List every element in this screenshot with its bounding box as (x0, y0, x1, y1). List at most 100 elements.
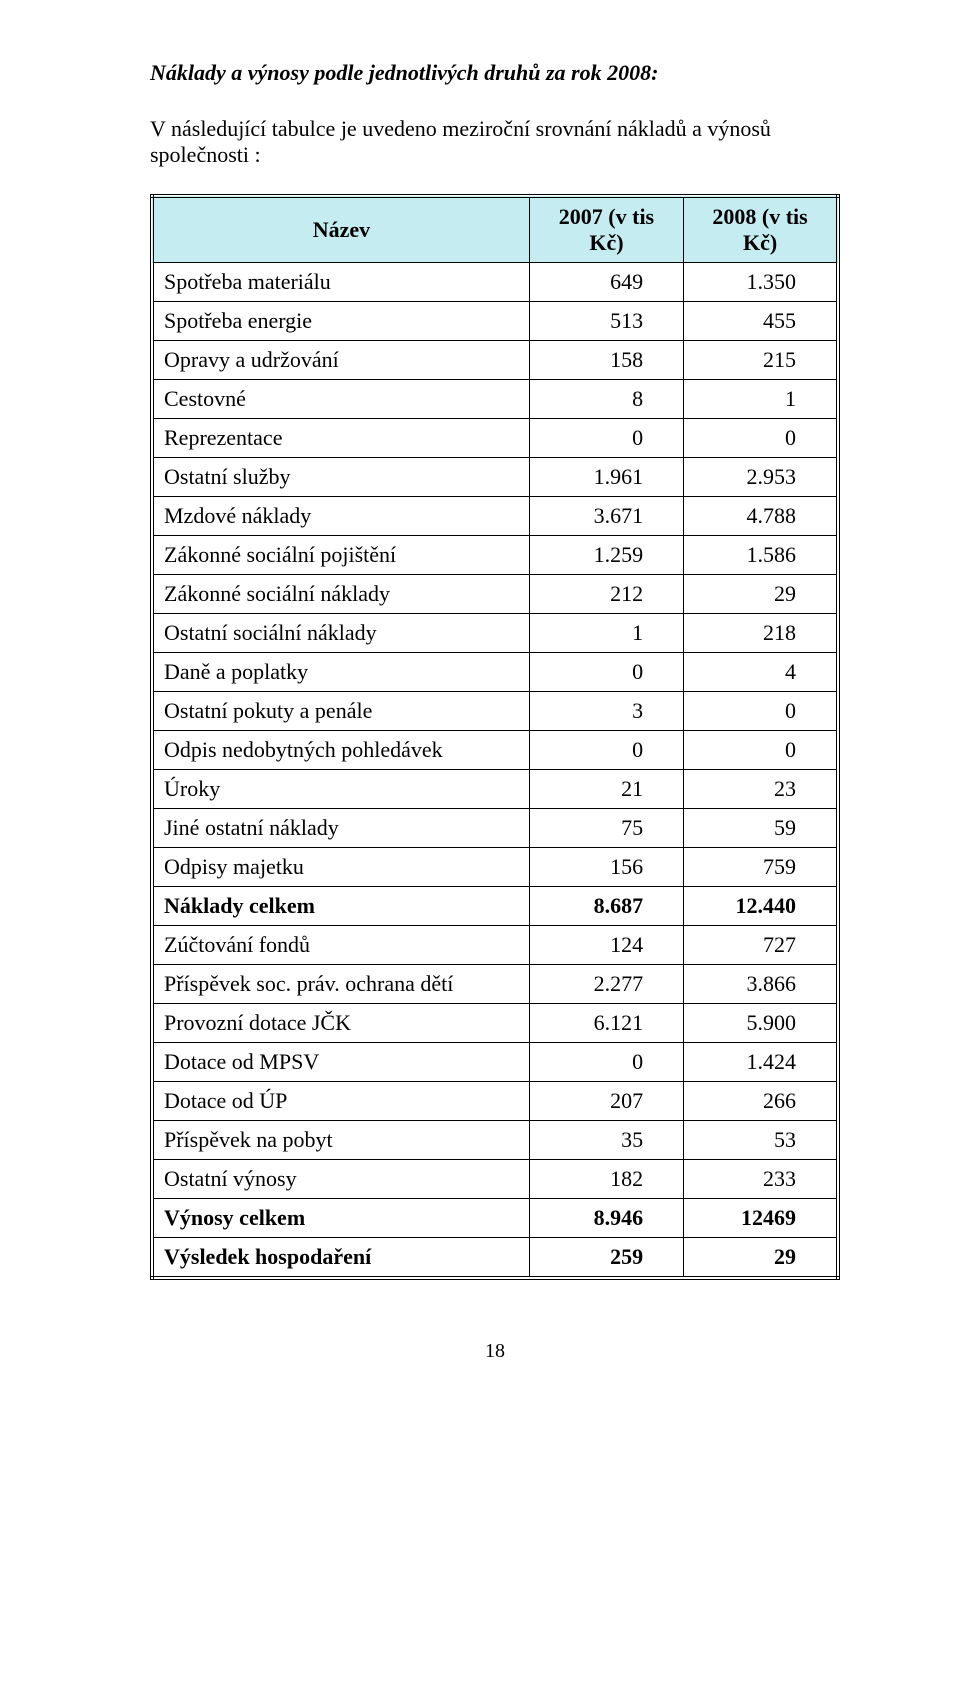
table-row: Dotace od ÚP207266 (152, 1082, 838, 1121)
table-row: Ostatní služby1.9612.953 (152, 458, 838, 497)
row-val-2007: 0 (529, 653, 683, 692)
row-label: Odpis nedobytných pohledávek (152, 731, 529, 770)
row-val-2008: 727 (684, 926, 838, 965)
row-label: Úroky (152, 770, 529, 809)
row-label: Náklady celkem (152, 887, 529, 926)
row-label: Jiné ostatní náklady (152, 809, 529, 848)
table-row: Opravy a udržování158215 (152, 341, 838, 380)
table-row: Ostatní výnosy182233 (152, 1160, 838, 1199)
row-val-2007: 207 (529, 1082, 683, 1121)
row-val-2008: 29 (684, 575, 838, 614)
col-header-2007: 2007 (v tis Kč) (529, 196, 683, 263)
row-label: Opravy a udržování (152, 341, 529, 380)
row-val-2008: 3.866 (684, 965, 838, 1004)
row-val-2008: 0 (684, 692, 838, 731)
row-label: Výsledek hospodaření (152, 1238, 529, 1279)
row-val-2007: 0 (529, 419, 683, 458)
row-val-2008: 1 (684, 380, 838, 419)
row-val-2007: 35 (529, 1121, 683, 1160)
table-row: Ostatní pokuty a penále30 (152, 692, 838, 731)
row-val-2007: 182 (529, 1160, 683, 1199)
row-val-2007: 0 (529, 1043, 683, 1082)
row-val-2008: 218 (684, 614, 838, 653)
row-val-2007: 124 (529, 926, 683, 965)
row-val-2007: 259 (529, 1238, 683, 1279)
row-label: Reprezentace (152, 419, 529, 458)
section-title: Náklady a výnosy podle jednotlivých druh… (150, 60, 840, 86)
row-val-2008: 215 (684, 341, 838, 380)
row-val-2007: 156 (529, 848, 683, 887)
table-row: Úroky2123 (152, 770, 838, 809)
row-val-2008: 759 (684, 848, 838, 887)
row-val-2008: 1.586 (684, 536, 838, 575)
table-row: Zákonné sociální pojištění1.2591.586 (152, 536, 838, 575)
row-label: Zákonné sociální pojištění (152, 536, 529, 575)
row-label: Spotřeba materiálu (152, 263, 529, 302)
row-val-2008: 59 (684, 809, 838, 848)
row-val-2007: 513 (529, 302, 683, 341)
table-row: Výsledek hospodaření25929 (152, 1238, 838, 1279)
table-body: Spotřeba materiálu6491.350Spotřeba energ… (152, 263, 838, 1279)
table-row: Reprezentace00 (152, 419, 838, 458)
row-val-2008: 23 (684, 770, 838, 809)
table-row: Mzdové náklady3.6714.788 (152, 497, 838, 536)
row-val-2008: 1.424 (684, 1043, 838, 1082)
row-label: Odpisy majetku (152, 848, 529, 887)
row-val-2008: 53 (684, 1121, 838, 1160)
row-val-2007: 8.946 (529, 1199, 683, 1238)
intro-text: V následující tabulce je uvedeno meziroč… (150, 116, 840, 168)
table-row: Výnosy celkem8.94612469 (152, 1199, 838, 1238)
row-val-2008: 4.788 (684, 497, 838, 536)
row-val-2007: 3.671 (529, 497, 683, 536)
row-val-2008: 1.350 (684, 263, 838, 302)
row-val-2008: 455 (684, 302, 838, 341)
table-row: Spotřeba materiálu6491.350 (152, 263, 838, 302)
row-label: Zákonné sociální náklady (152, 575, 529, 614)
row-val-2007: 21 (529, 770, 683, 809)
row-label: Ostatní sociální náklady (152, 614, 529, 653)
row-label: Příspěvek na pobyt (152, 1121, 529, 1160)
row-val-2008: 29 (684, 1238, 838, 1279)
table-row: Náklady celkem8.68712.440 (152, 887, 838, 926)
table-row: Odpisy majetku156759 (152, 848, 838, 887)
table-row: Zákonné sociální náklady21229 (152, 575, 838, 614)
page-root: Náklady a výnosy podle jednotlivých druh… (0, 0, 960, 1403)
row-val-2008: 266 (684, 1082, 838, 1121)
row-val-2008: 233 (684, 1160, 838, 1199)
table-row: Odpis nedobytných pohledávek00 (152, 731, 838, 770)
table-row: Provozní dotace JČK6.1215.900 (152, 1004, 838, 1043)
table-row: Dotace od MPSV01.424 (152, 1043, 838, 1082)
table-row: Příspěvek na pobyt3553 (152, 1121, 838, 1160)
row-val-2008: 5.900 (684, 1004, 838, 1043)
row-label: Ostatní pokuty a penále (152, 692, 529, 731)
row-val-2008: 12469 (684, 1199, 838, 1238)
row-val-2007: 1 (529, 614, 683, 653)
row-label: Daně a poplatky (152, 653, 529, 692)
table-row: Ostatní sociální náklady1218 (152, 614, 838, 653)
table-row: Cestovné81 (152, 380, 838, 419)
row-label: Příspěvek soc. práv. ochrana dětí (152, 965, 529, 1004)
row-val-2007: 8 (529, 380, 683, 419)
table-row: Příspěvek soc. práv. ochrana dětí2.2773.… (152, 965, 838, 1004)
row-label: Ostatní výnosy (152, 1160, 529, 1199)
row-label: Dotace od ÚP (152, 1082, 529, 1121)
col-header-name: Název (152, 196, 529, 263)
table-row: Spotřeba energie513455 (152, 302, 838, 341)
row-label: Výnosy celkem (152, 1199, 529, 1238)
row-label: Ostatní služby (152, 458, 529, 497)
row-label: Spotřeba energie (152, 302, 529, 341)
row-val-2007: 8.687 (529, 887, 683, 926)
table-row: Daně a poplatky04 (152, 653, 838, 692)
table-header-row: Název 2007 (v tis Kč) 2008 (v tis Kč) (152, 196, 838, 263)
row-val-2008: 12.440 (684, 887, 838, 926)
page-number: 18 (150, 1340, 840, 1363)
row-label: Zúčtování fondů (152, 926, 529, 965)
row-val-2007: 649 (529, 263, 683, 302)
row-val-2007: 158 (529, 341, 683, 380)
row-val-2007: 1.961 (529, 458, 683, 497)
row-label: Mzdové náklady (152, 497, 529, 536)
row-label: Cestovné (152, 380, 529, 419)
col-header-2008: 2008 (v tis Kč) (684, 196, 838, 263)
row-val-2007: 212 (529, 575, 683, 614)
row-val-2007: 75 (529, 809, 683, 848)
